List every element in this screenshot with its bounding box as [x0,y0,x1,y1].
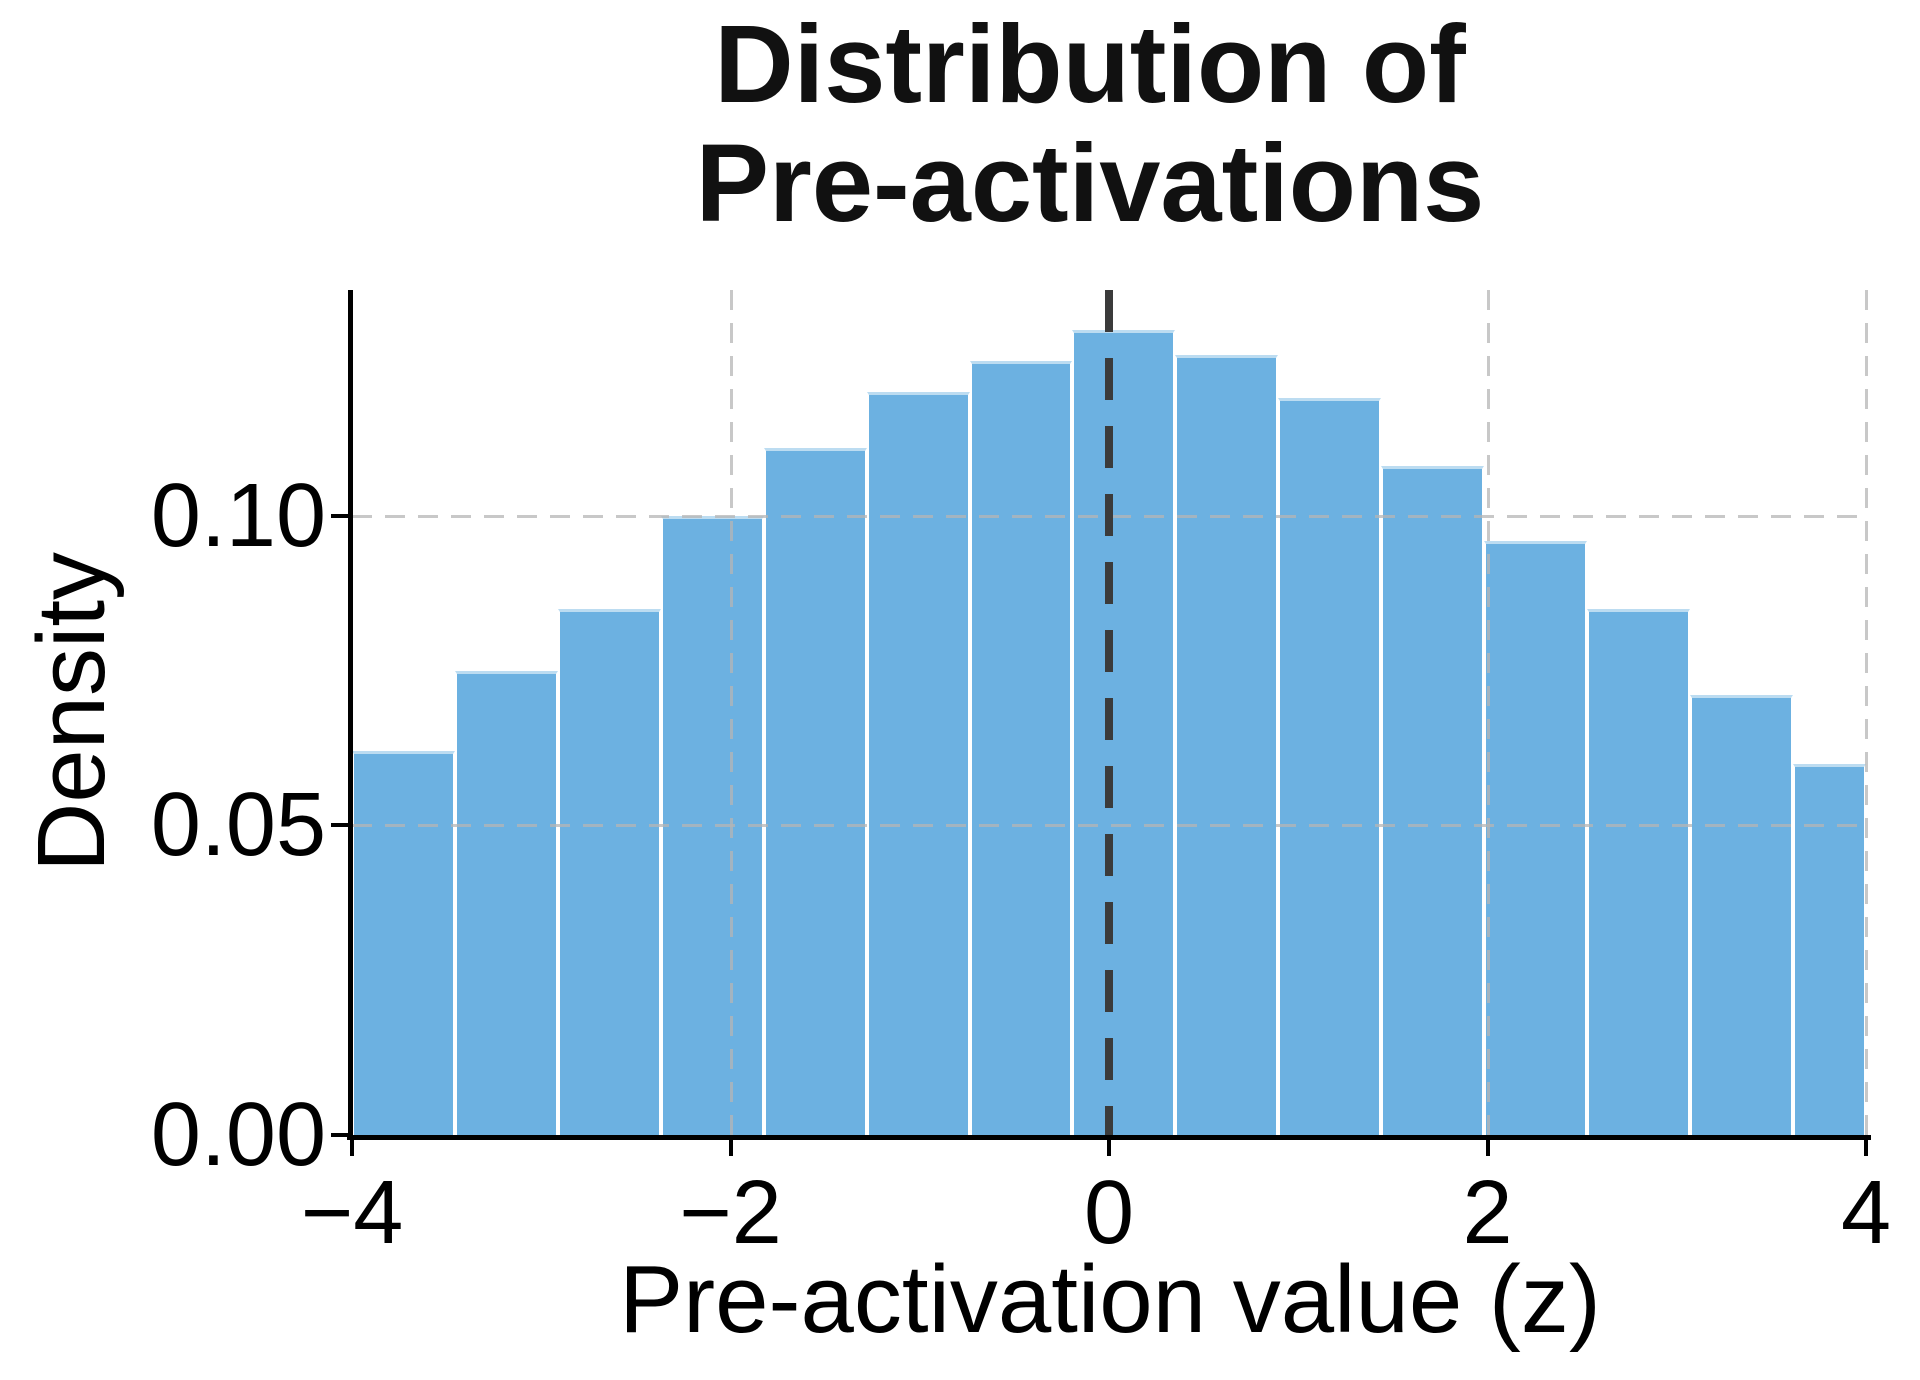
x-tick-label: −4 [300,1163,404,1263]
x-tick-label: −2 [679,1163,782,1263]
histogram-bar [1587,608,1691,1135]
gridline-x-2 [1486,290,1490,1135]
histogram-bar [1072,330,1176,1135]
gridline-x--2 [729,290,733,1135]
histogram-bar [1484,540,1588,1135]
histogram-bar [866,392,970,1135]
y-tick [331,1133,348,1137]
x-tick-label: 2 [1462,1163,1513,1263]
y-tick-label: 0.05 [150,775,326,876]
y-tick [331,513,348,518]
left-spine [348,290,353,1140]
x-tick-label: 0 [1083,1163,1135,1263]
x-tick [1485,1139,1490,1156]
histogram-bar [454,670,558,1135]
bottom-spine [347,1135,1871,1140]
histogram-bar [1175,355,1279,1135]
y-tick [331,823,348,828]
x-tick [1864,1139,1868,1156]
chart-title: Distribution of Pre-activations [695,3,1485,245]
histogram-bar [969,361,1073,1135]
histogram-bar [1381,466,1485,1135]
histogram-bar [1793,763,1866,1135]
x-tick [1107,1139,1111,1156]
y-tick-label: 0.10 [150,465,326,566]
histogram-bar [352,751,455,1135]
histogram-bar [1690,695,1794,1135]
x-tick-label: 4 [1840,1163,1892,1263]
x-axis-label: Pre-activation value (z) [619,1246,1601,1353]
histogram-bar [1278,398,1382,1135]
zero-reference-line [1105,290,1113,1135]
histogram-bar [763,447,867,1135]
histogram-bar [557,608,661,1135]
y-tick-label: 0.00 [150,1085,326,1185]
x-tick [728,1139,733,1156]
x-tick [350,1139,354,1156]
gridline-x-4 [1865,290,1868,1135]
